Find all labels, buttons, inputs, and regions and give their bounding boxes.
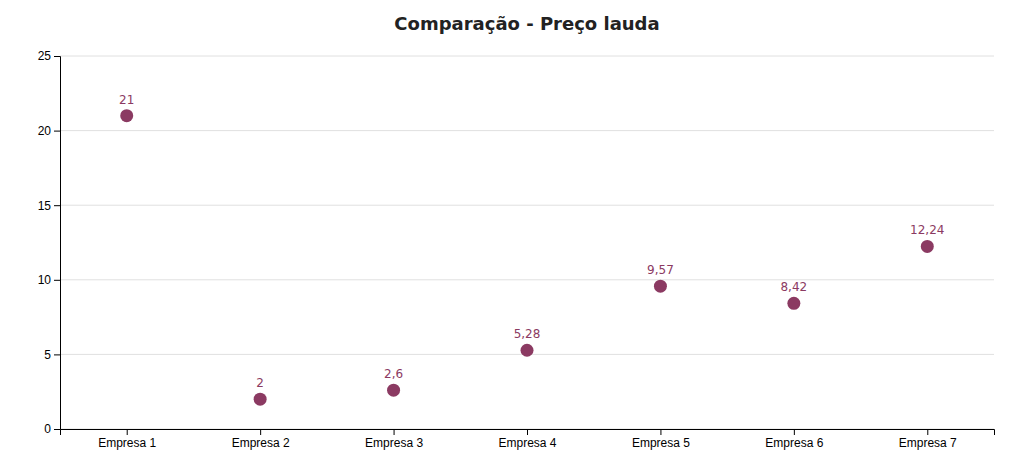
data-label: 5,28 <box>514 327 541 341</box>
tick-label: 5 <box>44 348 51 362</box>
dot <box>521 344 534 357</box>
data-labels: 21 2 2,6 5,28 9,57 8,42 12,24 <box>119 93 944 390</box>
axis-line <box>54 57 61 430</box>
grid-line <box>60 279 994 280</box>
tick-mark <box>54 354 60 355</box>
title: Comparação - Preço lauda <box>394 13 659 34</box>
plot: 0510152025Empresa 1Empresa 2Empresa 3Emp… <box>38 49 995 449</box>
tick-mark <box>127 429 128 435</box>
data-label: 12,24 <box>910 223 944 237</box>
tick-label: 25 <box>38 49 52 63</box>
tick-mark <box>927 429 928 435</box>
grid-line <box>60 130 994 131</box>
x-axis: Empresa 1 Empresa 2 Empresa 3 Empresa 4 Empr… <box>61 429 995 450</box>
tick: 5 <box>44 348 60 362</box>
dot <box>120 109 133 122</box>
y-axis: 0 5 10 15 20 25 <box>38 49 61 436</box>
tick-mark <box>54 205 60 206</box>
dot <box>921 240 934 253</box>
tick-label: 10 <box>38 273 52 287</box>
tick-mark <box>54 131 60 132</box>
tick-label: Empresa 5 <box>632 436 690 450</box>
dot <box>787 297 800 310</box>
grid-line <box>60 205 994 206</box>
tick-label: Empresa 7 <box>899 436 957 450</box>
data-label: 2,6 <box>384 367 403 381</box>
tick-label: 0 <box>44 422 51 436</box>
tick: 15 <box>38 199 60 213</box>
tick: Empresa 1 <box>98 429 156 450</box>
dot <box>654 280 667 293</box>
tick-mark <box>527 429 528 435</box>
grid-line <box>60 56 994 57</box>
tick: 0 <box>44 422 60 436</box>
tick: 10 <box>38 273 60 287</box>
tick-label: Empresa 6 <box>765 436 823 450</box>
data-label: 9,57 <box>647 263 674 277</box>
tick-mark <box>54 429 60 430</box>
data-label: 21 <box>119 93 134 107</box>
data-label: 2 <box>256 376 264 390</box>
tick: Empresa 7 <box>899 429 957 450</box>
tick-label: 20 <box>38 124 52 138</box>
data-label: 8,42 <box>780 280 807 294</box>
dot <box>254 393 267 406</box>
tick-mark <box>794 429 795 435</box>
tick-label: 15 <box>38 199 52 213</box>
grid <box>60 56 994 429</box>
tick: Empresa 5 <box>632 429 690 450</box>
marks <box>120 109 934 405</box>
tick-mark <box>394 429 395 435</box>
tick: Empresa 6 <box>765 429 823 450</box>
tick-mark <box>660 429 661 435</box>
chart: 0510152025Empresa 1Empresa 2Empresa 3Emp… <box>0 0 1024 473</box>
tick: 25 <box>38 49 60 63</box>
tick-label: Empresa 4 <box>498 436 556 450</box>
tick-label: Empresa 2 <box>232 436 290 450</box>
tick-label: Empresa 3 <box>365 436 423 450</box>
tick-mark <box>54 56 60 57</box>
tick: Empresa 3 <box>365 429 423 450</box>
tick: 20 <box>38 124 60 138</box>
tick-mark <box>260 429 261 435</box>
axis-line <box>61 430 995 436</box>
tick-label: Empresa 1 <box>98 436 156 450</box>
tick-mark <box>54 280 60 281</box>
tick: Empresa 4 <box>498 429 556 450</box>
tick: Empresa 2 <box>232 429 290 450</box>
dot <box>387 384 400 397</box>
